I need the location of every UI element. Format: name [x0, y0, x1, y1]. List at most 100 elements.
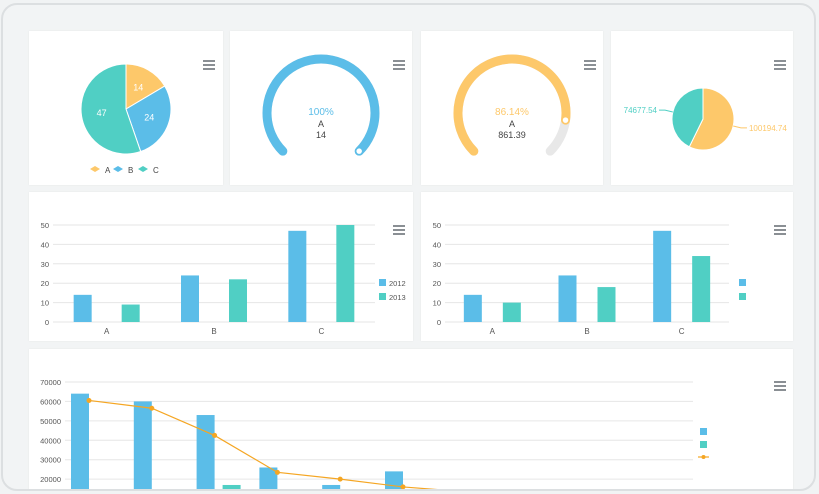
y-tick-label: 50000 — [40, 417, 61, 426]
line-point — [212, 432, 218, 438]
bar — [385, 471, 403, 489]
combo-bottom-chart: 70000600005000040000300002000010000 — [40, 378, 709, 491]
legend-label: C — [153, 166, 159, 175]
gauge-percent: 100% — [308, 107, 334, 118]
bar — [73, 294, 92, 322]
gauge-value-arc — [262, 54, 380, 156]
legend-marker — [700, 441, 707, 448]
legend-marker-b — [113, 166, 123, 172]
y-tick-label: 50 — [433, 221, 441, 230]
bar — [196, 415, 215, 489]
bar — [222, 484, 241, 489]
line-point — [337, 476, 343, 482]
hamburger-menu-icon[interactable] — [774, 381, 786, 391]
gauge-percent: 86.14% — [495, 107, 529, 118]
dashboard-frame: 14 24 47 A B C 100% A 14 86.14% A 861.39 100194.7… — [1, 3, 816, 491]
bar — [71, 393, 89, 489]
legend-marker-c — [138, 166, 148, 172]
y-tick-label: 40 — [41, 240, 49, 249]
legend-label: 2012 — [389, 279, 406, 288]
bar — [288, 230, 307, 322]
bar — [121, 304, 140, 322]
bar — [259, 467, 278, 489]
hamburger-menu-icon[interactable] — [774, 60, 786, 70]
y-tick-label: 10 — [433, 299, 441, 308]
y-tick-label: 0 — [437, 318, 441, 327]
gauge-blue-chart: 100%A14 — [262, 54, 380, 156]
bar — [322, 484, 341, 489]
y-tick-label: 30000 — [40, 456, 61, 465]
pie-slice — [688, 87, 735, 151]
bar-right-panel: 50 40 30 20 10 0 A B C — [421, 192, 793, 341]
gauge-value: 861.39 — [498, 130, 526, 140]
pie-two-chart: 100194.74 74677.54 — [624, 87, 787, 151]
gauge-value: 14 — [316, 130, 326, 140]
legend-marker — [701, 455, 706, 459]
bar — [229, 279, 247, 322]
legend-label: A — [105, 166, 111, 175]
gauge-knob — [561, 115, 570, 125]
gauge-value-arc — [453, 54, 571, 156]
hamburger-menu-icon[interactable] — [774, 225, 786, 235]
pie-slice-value: 14 — [133, 82, 143, 92]
pie-slice-value: 24 — [144, 113, 154, 123]
line-point — [400, 484, 406, 489]
pie-two-panel: 100194.74 74677.54 — [611, 31, 793, 185]
hamburger-menu-icon[interactable] — [393, 225, 405, 235]
hamburger-menu-icon[interactable] — [584, 60, 596, 70]
pie-slice — [671, 87, 704, 148]
legend-marker — [379, 293, 386, 300]
pie-slice-label: 100194.74 — [749, 124, 787, 133]
y-tick-label: 20000 — [40, 475, 61, 484]
bar — [181, 275, 199, 322]
line-series — [88, 399, 438, 489]
combo-bottom-panel: 70000600005000040000300002000010000 — [29, 349, 793, 491]
x-tick-label: B — [211, 327, 216, 336]
legend-marker — [739, 279, 746, 286]
y-tick-label: 50 — [41, 221, 49, 230]
x-tick-label: C — [318, 327, 324, 336]
legend-marker — [739, 293, 746, 300]
y-tick-label: 30 — [41, 260, 49, 269]
pie-slice-c — [80, 63, 142, 155]
legend-marker — [700, 428, 707, 435]
legend-marker — [379, 279, 386, 286]
bar-left-chart: 50 40 30 20 10 0 A B C 2012 2013 — [41, 221, 406, 336]
gauge-blue-panel: 100% A 14 — [230, 31, 412, 185]
pie-slice-a — [125, 63, 166, 110]
x-tick-label: C — [679, 327, 685, 336]
line-point — [86, 397, 92, 403]
pie-slice-label: 74677.54 — [624, 106, 658, 115]
pie-abc-panel: 14 24 47 A B C — [29, 31, 223, 185]
bar-left-panel: 50 40 30 20 10 0 A B C 2012 2013 — [29, 192, 413, 341]
y-tick-label: 40000 — [40, 436, 61, 445]
bar — [133, 401, 152, 489]
x-tick-label: A — [490, 327, 496, 336]
bar-right-chart: 50 40 30 20 10 0 A B C — [433, 221, 746, 336]
x-tick-label: A — [104, 327, 110, 336]
pie-label-line — [733, 125, 747, 129]
gauge-knob — [354, 146, 364, 156]
legend-label: B — [128, 166, 133, 175]
pie-slice-value: 47 — [97, 108, 107, 118]
line-point — [149, 405, 155, 411]
line-point — [526, 490, 531, 491]
hamburger-menu-icon[interactable] — [393, 60, 405, 70]
y-tick-label: 20 — [41, 279, 49, 288]
bar — [597, 287, 616, 322]
pie-label-line — [659, 109, 673, 113]
bar — [653, 230, 672, 322]
line-point — [274, 469, 280, 475]
y-tick-label: 40 — [433, 240, 441, 249]
bar — [463, 294, 482, 322]
bar — [336, 225, 355, 322]
legend-marker-a — [90, 166, 100, 172]
bar — [502, 302, 521, 322]
bar — [558, 275, 577, 322]
y-tick-label: 60000 — [40, 397, 61, 406]
hamburger-menu-icon[interactable] — [203, 60, 215, 70]
pie-slice-b — [125, 85, 172, 153]
y-tick-label: 0 — [45, 318, 49, 327]
y-tick-label: 20 — [433, 279, 441, 288]
